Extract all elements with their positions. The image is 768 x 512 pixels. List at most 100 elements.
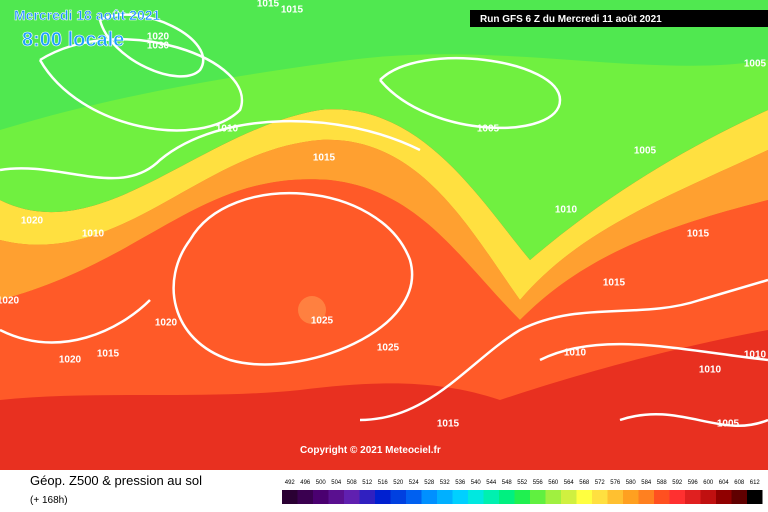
colorbar-swatch xyxy=(623,490,639,504)
colorbar-swatch xyxy=(421,490,437,504)
colorbar-swatch xyxy=(561,490,577,504)
isobar-label: 1020 xyxy=(147,32,170,43)
yellow-band xyxy=(0,109,768,300)
colorbar-label: 532 xyxy=(440,480,451,486)
isobar-label: 1005 xyxy=(477,124,500,135)
isobar-label: 1025 xyxy=(311,316,334,327)
colorbar-label: 580 xyxy=(626,480,637,486)
isobar-label: 1020 xyxy=(21,216,44,227)
colorbar-swatch xyxy=(483,490,499,504)
colorbar-label: 568 xyxy=(579,480,590,486)
isobars xyxy=(0,13,768,428)
colorbar-label: 516 xyxy=(378,480,389,486)
colorbar-swatch xyxy=(344,490,360,504)
colorbar-swatch xyxy=(747,490,763,504)
isobar-label: 1010 xyxy=(555,205,578,216)
orange-zone xyxy=(0,179,768,400)
colorbar-swatch xyxy=(406,490,422,504)
colorbar-label: 556 xyxy=(533,480,544,486)
colorbar-swatch xyxy=(716,490,732,504)
colorbar-swatch xyxy=(297,490,313,504)
colorbar-swatch xyxy=(359,490,375,504)
colorbar-swatch xyxy=(390,490,406,504)
isobar-label: 1015 xyxy=(313,153,336,164)
colorbar-swatch xyxy=(700,490,716,504)
orange-band xyxy=(0,139,768,320)
isobar-label: 1020 xyxy=(59,355,82,366)
colorbar-label: 608 xyxy=(734,480,745,486)
colorbar-label: 508 xyxy=(347,480,358,486)
isobar-label: 1010 xyxy=(564,348,587,359)
colorbar-swatch xyxy=(654,490,670,504)
colorbar-label: 576 xyxy=(610,480,621,486)
isobar-label: 1020 xyxy=(155,318,178,329)
isobar-label: 1015 xyxy=(437,419,460,430)
isobar-label: 1015 xyxy=(603,278,626,289)
colorbar-swatch xyxy=(452,490,468,504)
colorbar-label: 600 xyxy=(703,480,714,486)
colorbar-swatch xyxy=(530,490,546,504)
colorbar-label: 548 xyxy=(502,480,513,486)
colorbar-label: 512 xyxy=(362,480,373,486)
isobar-label: 1010 xyxy=(744,350,767,361)
colorbar-label: 596 xyxy=(688,480,699,486)
colorbar-swatch xyxy=(468,490,484,504)
isobar-label: 1010 xyxy=(82,229,105,240)
colorbar-swatch xyxy=(514,490,530,504)
isobar-label: 1015 xyxy=(281,5,304,16)
colorbar-swatch xyxy=(576,490,592,504)
local-time: 8:00 locale xyxy=(22,29,124,51)
colorbar-label: 572 xyxy=(595,480,606,486)
colorbar-label: 496 xyxy=(300,480,311,486)
colorbar-swatch xyxy=(499,490,515,504)
colorbar-swatch xyxy=(685,490,701,504)
colorbar-swatch xyxy=(313,490,329,504)
isobar-label: 1005 xyxy=(744,59,767,70)
colorbar-label: 564 xyxy=(564,480,575,486)
isobar-label: 1015 xyxy=(97,349,120,360)
green-zone-north xyxy=(0,0,768,130)
colorbar-swatch xyxy=(545,490,561,504)
run-banner xyxy=(470,10,768,27)
isobar-label: 1030 xyxy=(147,41,170,52)
colorbar-label: 524 xyxy=(409,480,420,486)
colorbar-label: 592 xyxy=(672,480,683,486)
footer-title: Géop. Z500 & pression au sol xyxy=(30,473,202,488)
colorbar-label: 536 xyxy=(455,480,466,486)
colorbar-swatch xyxy=(607,490,623,504)
isobar-label: 1010 xyxy=(699,365,722,376)
copyright: Copyright © 2021 Meteociel.fr xyxy=(300,445,441,456)
isobar-label: 1020 xyxy=(0,296,20,307)
colorbar-swatch xyxy=(282,490,298,504)
isobar-label: 1005 xyxy=(634,146,657,157)
valid-date: Mercredi 18 août 2021 xyxy=(14,7,161,23)
colorbar-label: 540 xyxy=(471,480,482,486)
isobar-label: 1005 xyxy=(717,419,740,430)
colorbar-swatch xyxy=(669,490,685,504)
colorbar-label: 500 xyxy=(316,480,327,486)
colorbar-swatch xyxy=(731,490,747,504)
colorbar-label: 504 xyxy=(331,480,342,486)
colorbar-label: 604 xyxy=(719,480,730,486)
run-info: Run GFS 6 Z du Mercredi 11 août 2021 xyxy=(480,14,662,25)
colorbar-label: 612 xyxy=(750,480,761,486)
high-center xyxy=(298,296,326,324)
colorbar-label: 528 xyxy=(424,480,435,486)
isobar-label: 1025 xyxy=(377,343,400,354)
colorbar-label: 520 xyxy=(393,480,404,486)
lead-time: (+ 168h) xyxy=(30,495,68,506)
isobar-label: 1010 xyxy=(216,124,239,135)
colorbar-swatch xyxy=(592,490,608,504)
colorbar-swatch xyxy=(437,490,453,504)
colorbar-label: 492 xyxy=(285,480,296,486)
colorbar-swatch xyxy=(328,490,344,504)
colorbar-label: 552 xyxy=(517,480,528,486)
colorbar-label: 560 xyxy=(548,480,559,486)
isobar-label: 1015 xyxy=(687,229,710,240)
colorbar-label: 544 xyxy=(486,480,497,486)
colorbar-label: 588 xyxy=(657,480,668,486)
colorbar-swatch xyxy=(375,490,391,504)
colorbar-label: 584 xyxy=(641,480,652,486)
